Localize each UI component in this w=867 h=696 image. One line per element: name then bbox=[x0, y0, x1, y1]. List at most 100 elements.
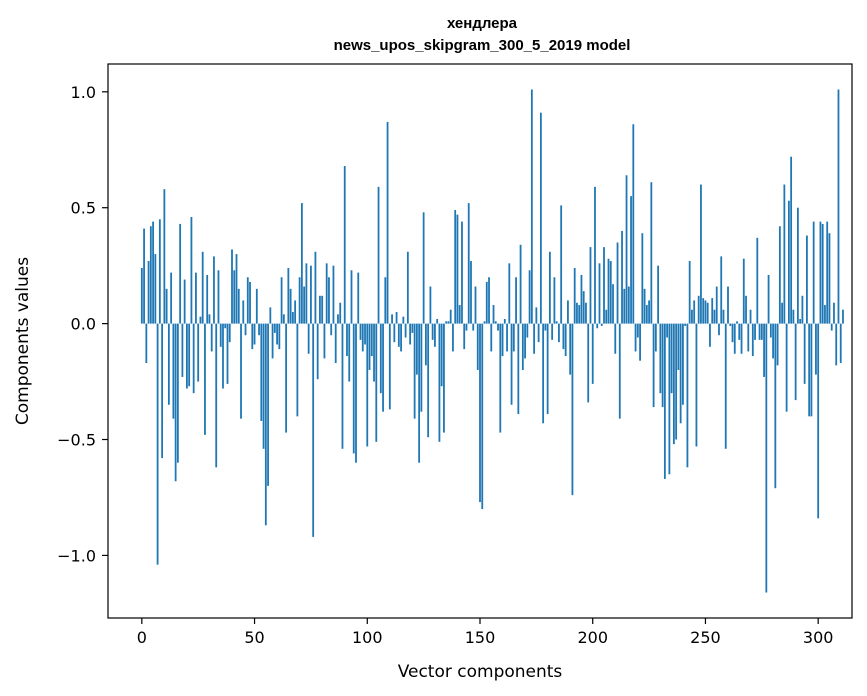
x-tick-label: 0 bbox=[137, 628, 147, 647]
bar bbox=[334, 323, 337, 364]
bar bbox=[835, 323, 838, 366]
bar bbox=[634, 323, 637, 352]
bar bbox=[179, 223, 182, 324]
bar bbox=[402, 316, 405, 324]
bar bbox=[149, 226, 152, 324]
bar bbox=[222, 323, 224, 389]
bar bbox=[677, 323, 680, 370]
bar bbox=[289, 288, 292, 324]
bar bbox=[443, 323, 445, 433]
bar bbox=[445, 321, 448, 324]
bar bbox=[140, 267, 143, 324]
bar bbox=[607, 258, 610, 324]
bar bbox=[231, 249, 233, 324]
bar bbox=[422, 212, 425, 324]
bar bbox=[621, 230, 623, 324]
bar bbox=[253, 323, 256, 345]
bar bbox=[321, 295, 324, 324]
bar bbox=[815, 323, 817, 375]
bar bbox=[152, 221, 154, 324]
bar bbox=[839, 323, 842, 364]
bar bbox=[206, 274, 209, 324]
bar bbox=[596, 323, 599, 329]
bar bbox=[332, 265, 335, 324]
bar bbox=[587, 323, 590, 403]
bar bbox=[713, 309, 716, 324]
bar bbox=[323, 323, 326, 359]
bar bbox=[359, 323, 362, 340]
bar bbox=[427, 323, 430, 438]
bar bbox=[614, 323, 617, 354]
bar bbox=[391, 314, 393, 324]
bar bbox=[183, 279, 186, 324]
bar bbox=[271, 323, 274, 359]
bar bbox=[688, 261, 691, 324]
bar bbox=[163, 189, 166, 324]
bar bbox=[828, 233, 831, 324]
bar bbox=[636, 323, 639, 338]
bar bbox=[199, 316, 202, 324]
bar bbox=[605, 309, 608, 324]
bar bbox=[158, 219, 161, 324]
y-tick-label: 0.0 bbox=[71, 315, 96, 334]
bar bbox=[488, 277, 490, 324]
bar bbox=[413, 323, 416, 419]
bar bbox=[742, 258, 745, 324]
bar bbox=[654, 323, 657, 352]
bar bbox=[812, 221, 815, 324]
bar bbox=[767, 274, 770, 324]
bar bbox=[325, 263, 328, 324]
bar bbox=[738, 323, 741, 340]
bar bbox=[666, 323, 669, 338]
bar bbox=[749, 309, 752, 324]
bar bbox=[210, 323, 213, 352]
y-axis-label: Components values bbox=[13, 257, 33, 425]
bar bbox=[361, 323, 364, 352]
bar bbox=[567, 300, 569, 324]
bar bbox=[483, 321, 486, 324]
bar bbox=[300, 203, 303, 324]
bar bbox=[573, 267, 576, 324]
bar bbox=[706, 302, 709, 324]
bar bbox=[364, 323, 366, 345]
bar bbox=[481, 323, 484, 510]
bar bbox=[497, 323, 499, 331]
bar bbox=[785, 323, 788, 412]
bar bbox=[393, 323, 396, 343]
bar bbox=[251, 323, 254, 350]
bar bbox=[564, 323, 567, 357]
bar bbox=[400, 323, 402, 352]
bar bbox=[627, 286, 630, 324]
bar bbox=[799, 318, 802, 324]
bar bbox=[639, 323, 641, 361]
bar bbox=[542, 323, 545, 424]
bar bbox=[303, 286, 306, 324]
bar bbox=[170, 272, 173, 324]
bar bbox=[228, 323, 231, 343]
bar bbox=[718, 323, 720, 336]
y-tick-label: 0.5 bbox=[71, 199, 96, 218]
bar bbox=[736, 321, 738, 324]
bar bbox=[769, 323, 772, 338]
bar bbox=[616, 242, 619, 324]
bar bbox=[672, 323, 675, 445]
bar bbox=[377, 186, 380, 324]
bar bbox=[186, 323, 188, 389]
bar bbox=[796, 207, 799, 324]
bar bbox=[352, 323, 355, 454]
bar bbox=[630, 196, 632, 324]
bar bbox=[578, 305, 581, 324]
bar bbox=[465, 323, 468, 331]
bar bbox=[291, 312, 294, 324]
bar bbox=[436, 318, 439, 324]
bar bbox=[172, 323, 175, 419]
bar bbox=[215, 323, 218, 468]
bar bbox=[258, 323, 260, 336]
y-tick-label: −1.0 bbox=[57, 546, 96, 565]
bar bbox=[745, 295, 747, 324]
bar bbox=[328, 277, 330, 324]
bar bbox=[808, 323, 811, 417]
bar bbox=[237, 288, 240, 324]
bar bbox=[343, 165, 346, 324]
